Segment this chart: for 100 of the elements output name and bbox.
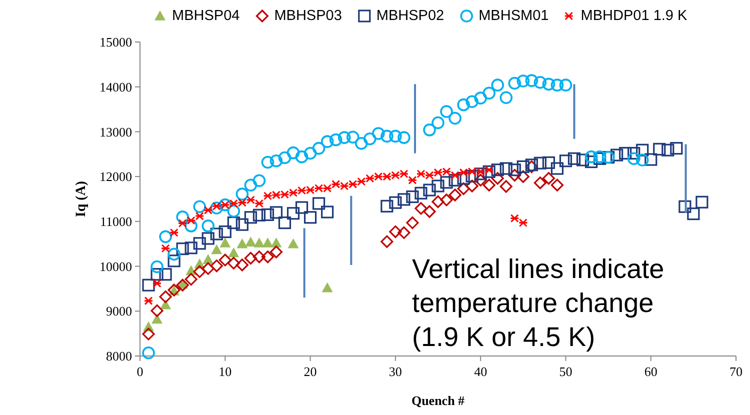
point [627,152,640,166]
point [389,225,402,238]
point [203,206,213,214]
point [286,207,300,220]
point [270,206,283,219]
point [150,260,164,274]
point [278,216,292,230]
point [398,193,410,206]
legend-label: MBHSM01 [478,8,549,24]
point [220,237,231,248]
point [245,236,256,246]
point [236,218,248,231]
point [500,180,512,193]
point [670,142,683,155]
point [390,170,400,180]
point [152,314,163,324]
point [491,164,504,176]
point [322,282,333,292]
point [228,199,238,208]
point [559,154,572,168]
point [186,216,196,225]
point [142,328,155,340]
point [202,254,214,264]
point [525,74,538,87]
point [508,168,521,182]
point [474,168,487,180]
point [466,180,478,192]
point [193,237,206,250]
point [261,208,274,221]
point [159,230,172,244]
point [252,174,266,188]
point [288,188,298,197]
point [414,186,428,200]
point [295,201,308,214]
point [270,154,283,168]
point [374,172,384,181]
point [372,127,385,140]
point [218,225,232,238]
point [474,92,487,104]
x-tick-label: 70 [730,364,742,379]
point [414,202,428,215]
point [356,177,366,186]
point [406,190,419,204]
point [150,304,164,317]
point [568,152,581,165]
point [159,268,172,281]
point [227,204,240,218]
point [160,244,170,253]
point [382,172,392,181]
point [202,220,215,232]
point [218,254,232,266]
point [491,172,504,185]
y-tick-label: 9000 [106,304,132,319]
point [346,130,360,144]
point [500,91,513,104]
point [662,144,674,156]
point [329,133,342,146]
point [202,232,214,245]
point [542,78,556,91]
point [432,180,444,192]
point [423,124,436,136]
point [482,165,496,178]
y-tick-label: 11000 [100,214,132,229]
point [467,167,477,176]
point [432,116,444,130]
point [542,156,555,169]
point [432,195,444,208]
point [559,78,572,92]
point [482,178,496,192]
x-tick-label: 40 [474,364,488,379]
point [194,212,204,220]
point [363,132,376,146]
point [338,131,351,144]
point [193,265,206,278]
point [696,196,708,208]
point [628,146,640,160]
point [159,290,172,304]
point [398,226,410,239]
point [448,188,462,202]
point [476,167,486,176]
point [278,151,292,164]
point [636,144,649,156]
y-axis-title: Iq (A) [74,180,89,218]
point [212,202,222,210]
point [304,211,317,224]
point [218,198,232,212]
point [534,156,546,170]
point [304,146,317,160]
point [482,86,496,100]
point [576,154,590,166]
point [312,142,326,155]
point [322,184,332,192]
point [500,162,512,175]
point [534,76,547,89]
point [144,296,154,306]
point [550,78,564,92]
point [228,247,240,258]
point [244,252,257,265]
legend-label: MBHSP03 [274,8,342,24]
point [466,170,478,182]
